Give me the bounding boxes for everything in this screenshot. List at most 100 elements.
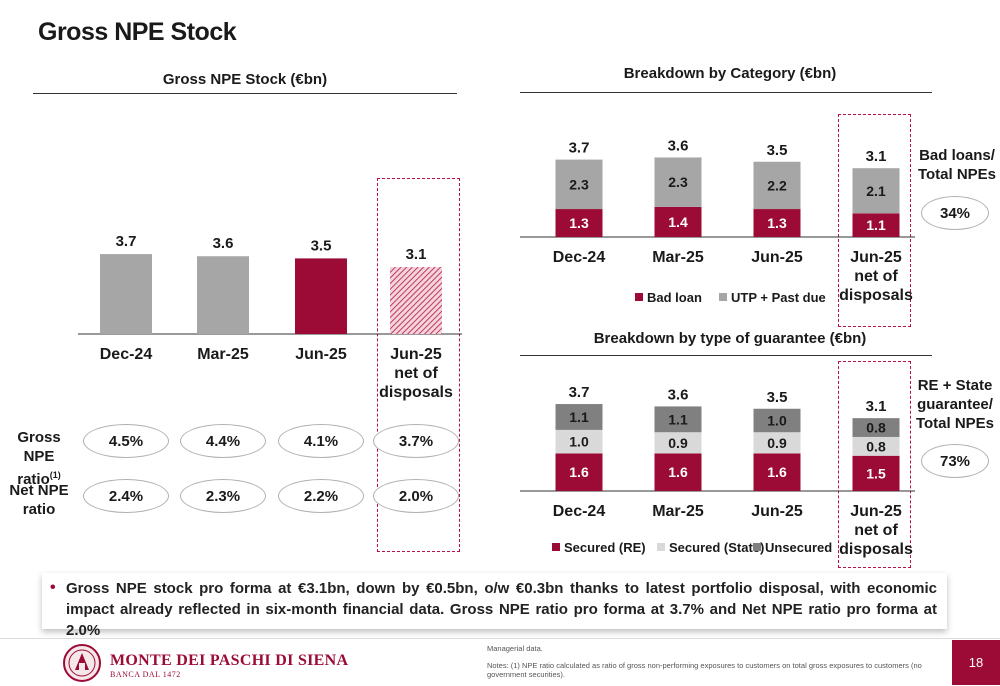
net-ratio-pill-2: 2.2%	[278, 479, 364, 513]
gua-tick-2-0: Jun-25	[751, 503, 803, 520]
gua-seg-0-0	[555, 453, 603, 491]
cat-legend-label-1: UTP + Past due	[731, 290, 826, 305]
net-ratio-pill-3: 2.0%	[373, 479, 459, 513]
bad-loans-share-label: Bad loans/Total NPEs	[917, 147, 997, 183]
footer-note-1: Managerial data.	[487, 644, 543, 653]
gua-seg-0-2	[753, 453, 801, 491]
gua-seg-label-0-1: 1.6	[668, 464, 688, 480]
left-bar-0	[100, 254, 152, 334]
gua-seg-label-0-3: 1.5	[866, 465, 886, 481]
gua-seg-0-1	[654, 453, 702, 491]
category-chart: 1.3 2.3 3.7 Dec-24 1.4 2.3 3.6 Mar-25 1.3 2.2 3.5 J…	[520, 137, 915, 305]
left-bar-1	[197, 256, 249, 334]
cat-legend-label-0: Bad loan	[647, 290, 702, 305]
guarantee-chart-title: Breakdown by type of guarantee (€bn)	[593, 330, 867, 347]
gua-seg-1-3	[852, 436, 900, 456]
gua-tick-3-1: net of	[854, 522, 898, 539]
cat-total-2: 3.5	[767, 142, 788, 159]
gua-seg-2-3	[852, 418, 900, 437]
cat-total-3: 3.1	[866, 148, 887, 165]
gua-legend-swatch-1	[657, 543, 665, 551]
cat-seg-1-2	[753, 161, 801, 210]
net-npe-ratio-label: Net NPE ratio	[9, 482, 69, 518]
cat-seg-1-0	[555, 159, 603, 210]
cat-tick-3-1: net of	[854, 268, 898, 285]
gua-tick-3-2: disposals	[839, 541, 913, 558]
re-state-share-value: 73%	[921, 444, 989, 478]
page-number: 18	[952, 640, 1000, 685]
gua-legend-label-0: Secured (RE)	[564, 540, 646, 555]
cat-total-0: 3.7	[569, 140, 590, 157]
gua-total-1: 3.6	[668, 386, 689, 403]
gua-seg-2-1	[654, 406, 702, 433]
gross-npe-ratio-label: Gross NPE ratio(1)	[17, 429, 61, 488]
gua-seg-label-2-0: 1.1	[569, 409, 589, 425]
cat-legend-swatch-1	[719, 293, 727, 301]
gua-seg-label-0-2: 1.6	[767, 464, 787, 480]
category-highlight-box	[838, 114, 911, 327]
bullet-icon: •	[50, 579, 56, 596]
cat-seg-label-1-1: 2.3	[668, 174, 688, 190]
cat-seg-label-0-3: 1.1	[866, 217, 886, 233]
cat-seg-label-0-1: 1.4	[668, 214, 688, 230]
cat-seg-label-1-3: 2.1	[866, 183, 886, 199]
left-tick-1-0: Mar-25	[197, 346, 249, 363]
bank-logo-subtitle: BANCA DAL 1472	[110, 670, 181, 679]
category-title-rule	[520, 92, 932, 93]
gross-ratio-pill-0: 4.5%	[83, 424, 169, 458]
cat-total-1: 3.6	[668, 137, 689, 154]
cat-tick-3-2: disposals	[839, 287, 913, 304]
gua-seg-label-1-3: 0.8	[866, 438, 886, 454]
gua-tick-0-0: Dec-24	[553, 503, 606, 520]
left-bar-label-0: 3.7	[116, 233, 137, 250]
gua-legend-swatch-2	[753, 543, 761, 551]
gua-seg-label-1-0: 1.0	[569, 434, 589, 450]
page-title: Gross NPE Stock	[38, 18, 237, 46]
gua-seg-0-3	[852, 455, 900, 491]
left-tick-3-1: net of	[394, 365, 438, 382]
bad-loans-share-value: 34%	[921, 196, 989, 230]
left-tick-3-0: Jun-25	[390, 346, 442, 363]
gua-total-3: 3.1	[866, 398, 887, 415]
left-highlight-box	[377, 178, 460, 552]
gua-legend-swatch-0	[552, 543, 560, 551]
net-ratio-pill-0: 2.4%	[83, 479, 169, 513]
cat-seg-label-1-0: 2.3	[569, 176, 589, 192]
gua-total-2: 3.5	[767, 389, 788, 406]
cat-legend-swatch-0	[635, 293, 643, 301]
cat-seg-0-0	[555, 209, 603, 237]
left-title-rule	[33, 93, 457, 94]
cat-seg-1-3	[852, 168, 900, 214]
left-bar-label-1: 3.6	[213, 235, 234, 252]
left-bar-2	[295, 258, 347, 334]
summary-box: • Gross NPE stock pro forma at €3.1bn, d…	[42, 573, 947, 639]
bank-logo-name: MONTE DEI PASCHI DI SIENA	[110, 652, 349, 669]
gua-seg-label-1-1: 0.9	[668, 435, 688, 451]
category-chart-title: Breakdown by Category (€bn)	[623, 65, 837, 82]
cat-seg-label-0-2: 1.3	[767, 215, 787, 231]
left-tick-3-2: disposals	[379, 384, 453, 401]
gua-seg-1-0	[555, 429, 603, 454]
gua-seg-label-2-2: 1.0	[767, 413, 787, 429]
gua-total-0: 3.7	[569, 384, 590, 401]
left-chart-title: Gross NPE Stock (€bn)	[162, 71, 328, 88]
bank-seal-icon	[63, 644, 101, 682]
gua-seg-label-2-3: 0.8	[866, 420, 886, 436]
guarantee-highlight-box	[838, 361, 911, 568]
left-bar-3	[390, 267, 442, 334]
gua-seg-label-1-2: 0.9	[767, 435, 787, 451]
left-tick-2-0: Jun-25	[295, 346, 347, 363]
cat-seg-label-1-2: 2.2	[767, 177, 787, 193]
gross-ratio-pill-3: 3.7%	[373, 424, 459, 458]
cat-seg-0-2	[753, 209, 801, 237]
re-state-share-label: RE + State guarantee/Total NPEs	[915, 377, 995, 432]
left-tick-0-0: Dec-24	[100, 346, 153, 363]
cat-tick-3-0: Jun-25	[850, 249, 902, 266]
cat-seg-1-1	[654, 157, 702, 207]
cat-seg-0-3	[852, 213, 900, 237]
cat-tick-0-0: Dec-24	[553, 249, 606, 266]
net-ratio-pill-1: 2.3%	[180, 479, 266, 513]
cat-tick-1-0: Mar-25	[652, 249, 704, 266]
gua-legend-label-1: Secured (State)	[669, 540, 764, 555]
footer	[0, 638, 1000, 686]
